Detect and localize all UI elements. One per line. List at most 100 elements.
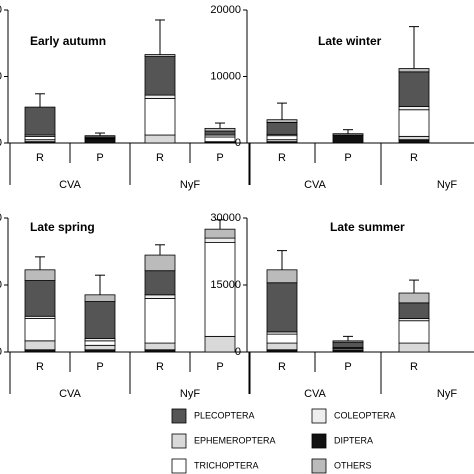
bar-segment (204, 335, 236, 353)
panel-title: Early autumn (30, 34, 106, 48)
group-label: NyF (437, 388, 457, 400)
bar-segment (144, 98, 176, 136)
panel-title: Late spring (30, 220, 95, 234)
bar-segment (266, 135, 298, 141)
legend-swatch (311, 408, 327, 424)
bar-segment (84, 344, 116, 351)
bar-segment (24, 318, 56, 342)
group-label: NyF (180, 179, 200, 191)
x-tick-label: P (344, 361, 351, 373)
bar-segment (24, 106, 56, 136)
bar-segment (144, 297, 176, 344)
bar-segment (332, 133, 364, 136)
bar-segment (204, 130, 236, 136)
bar-segment (144, 94, 176, 99)
bar-segment (266, 342, 298, 351)
bar-segment (84, 301, 116, 340)
bar-segment (398, 320, 430, 344)
bar-segment (266, 269, 298, 284)
bar-segment (398, 135, 430, 141)
legend-label: COLEOPTERA (334, 410, 396, 420)
x-tick-label: P (344, 152, 351, 164)
bar-segment (24, 269, 56, 281)
group-label: CVA (59, 388, 81, 400)
group-label: CVA (304, 179, 326, 191)
x-tick-label: R (156, 152, 164, 164)
bar-segment (398, 109, 430, 137)
bar-segment (144, 254, 176, 272)
group-label: CVA (304, 388, 326, 400)
bar-segment (84, 294, 116, 302)
legend-swatch (311, 433, 327, 449)
legend-swatch (311, 458, 327, 474)
bar-segment (266, 282, 298, 333)
legend-label: EPHEMEROPTERA (194, 435, 276, 445)
bar-segment (84, 138, 116, 144)
bar-segment (24, 135, 56, 141)
bar-segment (204, 228, 236, 239)
group-label: NyF (180, 388, 200, 400)
x-tick-label: P (216, 361, 223, 373)
bar-segment (84, 135, 116, 139)
x-tick-label: R (36, 152, 44, 164)
legend-label: TRICHOPTERA (194, 460, 259, 470)
x-tick-label: R (156, 361, 164, 373)
bar-segment (24, 340, 56, 351)
bar-segment (204, 127, 236, 132)
bar-segment (332, 340, 364, 343)
y-tick-label: 0 (0, 346, 2, 358)
bar-segment (398, 71, 430, 107)
bar-segment (266, 121, 298, 135)
y-tick-label: 10000 (210, 70, 241, 82)
panel-title: Late winter (318, 34, 382, 48)
x-tick-label: P (96, 152, 103, 164)
bar-segment (398, 302, 430, 319)
bar-segment (266, 119, 298, 123)
y-tick-label: 20000 (210, 4, 241, 16)
bar-segment (144, 56, 176, 96)
y-tick-label: 20000 (0, 4, 2, 16)
y-tick-label: 30000 (0, 212, 2, 224)
x-tick-label: R (278, 361, 286, 373)
x-tick-label: P (216, 152, 223, 164)
bar-segment (84, 340, 116, 346)
bar-segment (266, 333, 298, 344)
bar-segment (144, 342, 176, 351)
bar-segment (398, 68, 430, 73)
y-tick-label: 15000 (210, 279, 241, 291)
y-tick-label: 0 (0, 137, 2, 149)
legend-label: OTHERS (334, 460, 372, 470)
group-label: NyF (437, 179, 457, 191)
y-tick-label: 15000 (0, 279, 2, 291)
bar-segment (398, 342, 430, 353)
bar-segment (144, 54, 176, 57)
legend-label: DIPTERA (334, 435, 373, 445)
x-tick-label: P (96, 361, 103, 373)
bar-segment (398, 139, 430, 144)
x-tick-label: R (410, 152, 418, 164)
bar-segment (204, 237, 236, 243)
bar-segment (144, 134, 176, 144)
bar-segment (144, 270, 176, 296)
group-label: CVA (59, 179, 81, 191)
legend-swatch (171, 408, 187, 424)
bar-segment (204, 242, 236, 337)
bar-segment (332, 134, 364, 144)
y-tick-label: 10000 (0, 70, 2, 82)
x-tick-label: R (278, 152, 286, 164)
bar-segment (24, 280, 56, 317)
y-tick-label: 30000 (210, 212, 241, 224)
y-tick-label: 0 (235, 137, 241, 149)
y-tick-label: 0 (235, 346, 241, 358)
x-tick-label: R (36, 361, 44, 373)
bar-segment (144, 294, 176, 299)
bar-segment (332, 341, 364, 348)
bar-segment (204, 136, 236, 143)
panel-title: Late summer (330, 220, 405, 234)
bar-segment (398, 292, 430, 304)
x-tick-label: R (410, 361, 418, 373)
bar-segment (398, 106, 430, 111)
legend-label: PLECOPTERA (194, 410, 255, 420)
legend-swatch (171, 433, 187, 449)
